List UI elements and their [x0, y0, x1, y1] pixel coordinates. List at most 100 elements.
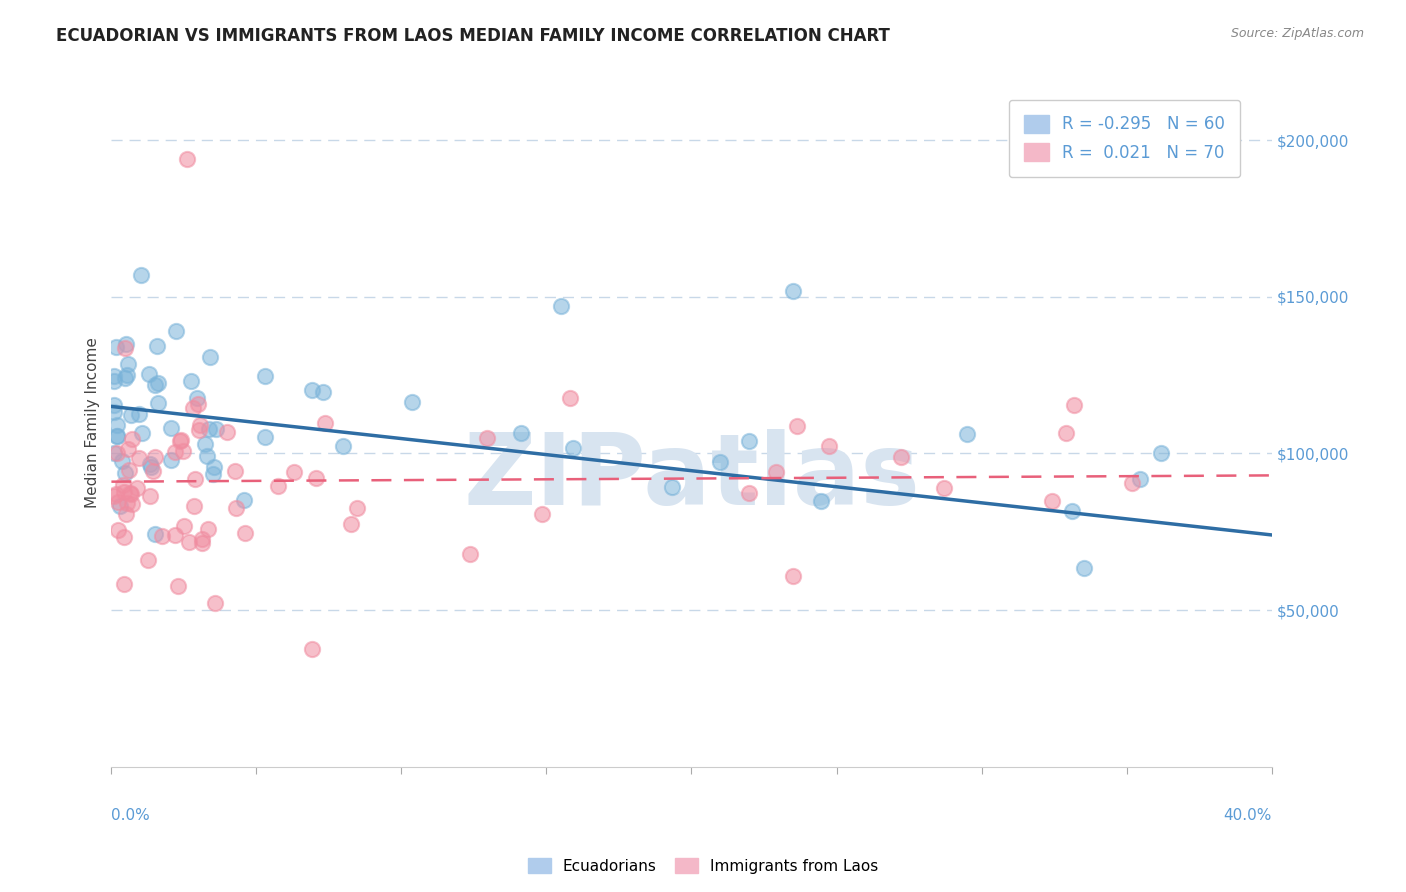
- Point: [304, 471, 326, 485]
- Point: [128, 408, 150, 422]
- Point: [661, 480, 683, 494]
- Point: [346, 500, 368, 515]
- Point: [129, 268, 152, 282]
- Point: [115, 496, 138, 510]
- Point: [143, 378, 166, 392]
- Point: [114, 371, 136, 385]
- Point: [179, 535, 201, 549]
- Point: [1129, 472, 1152, 486]
- Text: Source: ZipAtlas.com: Source: ZipAtlas.com: [1230, 27, 1364, 40]
- Point: [187, 397, 209, 411]
- Text: 40.0%: 40.0%: [1223, 808, 1271, 823]
- Point: [191, 532, 214, 546]
- Point: [114, 467, 136, 481]
- Point: [107, 524, 129, 538]
- Point: [301, 383, 323, 397]
- Point: [181, 401, 204, 416]
- Point: [204, 596, 226, 610]
- Point: [202, 459, 225, 474]
- Point: [562, 441, 585, 455]
- Legend: R = -0.295   N = 60, R =  0.021   N = 70: R = -0.295 N = 60, R = 0.021 N = 70: [1010, 100, 1240, 177]
- Point: [163, 445, 186, 459]
- Point: [138, 553, 160, 567]
- Point: [188, 423, 211, 437]
- Point: [143, 527, 166, 541]
- Point: [782, 284, 804, 298]
- Point: [146, 396, 169, 410]
- Point: [105, 429, 128, 443]
- Point: [112, 530, 135, 544]
- Point: [103, 374, 125, 388]
- Point: [139, 460, 162, 475]
- Point: [786, 419, 808, 434]
- Point: [401, 395, 423, 409]
- Point: [233, 526, 256, 541]
- Point: [224, 464, 246, 478]
- Text: ECUADORIAN VS IMMIGRANTS FROM LAOS MEDIAN FAMILY INCOME CORRELATION CHART: ECUADORIAN VS IMMIGRANTS FROM LAOS MEDIA…: [56, 27, 890, 45]
- Point: [1040, 493, 1063, 508]
- Point: [143, 450, 166, 464]
- Point: [138, 368, 160, 382]
- Point: [509, 425, 531, 440]
- Point: [105, 417, 128, 432]
- Point: [165, 324, 187, 338]
- Point: [117, 442, 139, 456]
- Point: [765, 465, 787, 479]
- Point: [198, 350, 221, 364]
- Point: [160, 421, 183, 435]
- Point: [163, 528, 186, 542]
- Point: [709, 455, 731, 469]
- Point: [131, 425, 153, 440]
- Point: [186, 392, 208, 406]
- Point: [340, 517, 363, 532]
- Point: [225, 501, 247, 516]
- Point: [233, 493, 256, 508]
- Point: [115, 337, 138, 351]
- Point: [550, 299, 572, 313]
- Point: [283, 466, 305, 480]
- Point: [169, 434, 191, 449]
- Point: [139, 457, 162, 471]
- Point: [194, 436, 217, 450]
- Point: [105, 429, 128, 443]
- Point: [558, 391, 581, 405]
- Point: [103, 398, 125, 412]
- Point: [531, 507, 554, 521]
- Point: [253, 430, 276, 444]
- Point: [195, 449, 218, 463]
- Point: [111, 454, 134, 468]
- Legend: Ecuadorians, Immigrants from Laos: Ecuadorians, Immigrants from Laos: [522, 852, 884, 880]
- Point: [111, 478, 134, 492]
- Point: [110, 499, 132, 513]
- Point: [121, 497, 143, 511]
- Point: [112, 485, 135, 500]
- Point: [114, 341, 136, 355]
- Point: [215, 425, 238, 440]
- Point: [314, 416, 336, 430]
- Y-axis label: Median Family Income: Median Family Income: [86, 336, 100, 508]
- Point: [103, 368, 125, 383]
- Point: [183, 500, 205, 514]
- Point: [1063, 398, 1085, 412]
- Point: [197, 422, 219, 436]
- Point: [1149, 445, 1171, 459]
- Point: [332, 439, 354, 453]
- Point: [458, 547, 481, 561]
- Text: 0.0%: 0.0%: [111, 808, 150, 823]
- Point: [173, 519, 195, 533]
- Point: [105, 446, 128, 460]
- Point: [118, 486, 141, 500]
- Point: [148, 376, 170, 390]
- Point: [170, 433, 193, 447]
- Point: [172, 444, 194, 458]
- Point: [128, 451, 150, 466]
- Point: [1062, 504, 1084, 518]
- Point: [159, 453, 181, 467]
- Point: [115, 507, 138, 521]
- Point: [1073, 561, 1095, 575]
- Point: [103, 405, 125, 419]
- Point: [121, 432, 143, 446]
- Point: [1054, 426, 1077, 441]
- Point: [818, 439, 841, 453]
- Point: [955, 426, 977, 441]
